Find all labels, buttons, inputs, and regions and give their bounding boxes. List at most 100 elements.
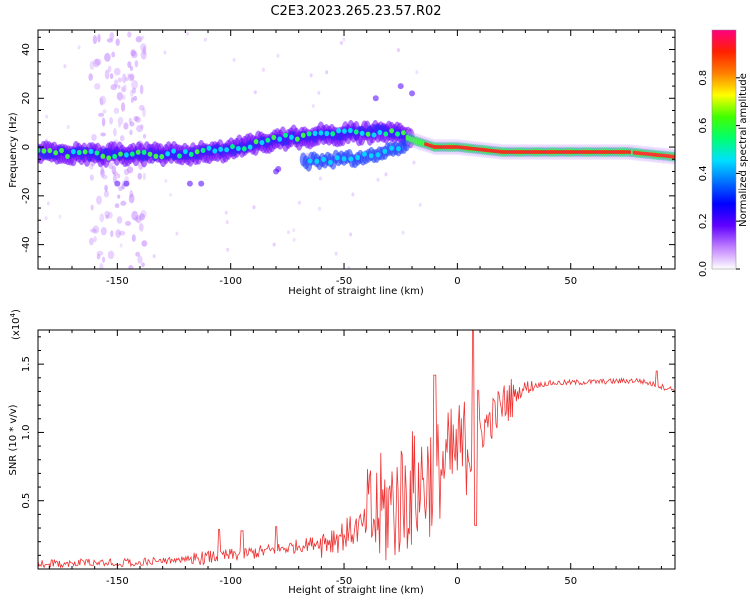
spectrogram-cell — [426, 142, 430, 147]
spectrogram-cell — [186, 31, 190, 36]
spectrogram-cell — [666, 154, 670, 159]
spectrogram-cell — [483, 147, 487, 152]
spectrogram-cell — [623, 149, 627, 154]
spectrogram-cell — [92, 225, 100, 234]
spectrogram-cell — [177, 153, 182, 159]
spectrogram-cell — [616, 149, 620, 154]
spectrogram-cell — [596, 149, 600, 154]
spectrogram-cell — [212, 148, 218, 154]
spectrogram-cell — [317, 90, 321, 95]
spectrogram-cell — [334, 251, 338, 256]
spectrogram-cell — [142, 46, 147, 55]
spectrogram-cell — [571, 149, 575, 154]
spectrogram-cell — [105, 214, 110, 220]
spectrogram-cell — [117, 194, 121, 199]
x-tick-label: -100 — [219, 576, 242, 587]
spectrogram-cell — [446, 145, 450, 150]
spectrogram-cell — [152, 254, 156, 259]
spectrogram-cell — [594, 149, 598, 154]
spectrogram-cell — [412, 160, 416, 165]
spectrogram-cell — [396, 48, 400, 53]
colorbar-tick-label: 0.8 — [698, 70, 709, 86]
spectrogram-cell — [453, 145, 457, 150]
spectrogram-cell — [471, 146, 475, 151]
x-tick-label: -150 — [106, 576, 129, 587]
spectrogram-cell — [99, 95, 107, 105]
spectrogram-cell — [401, 130, 406, 136]
spectrogram-cell — [169, 192, 173, 197]
spectrogram-cell — [591, 149, 595, 154]
spectrogram-cell — [383, 131, 389, 137]
spectrogram-cell — [389, 145, 395, 151]
spectrogram-cell — [100, 227, 107, 236]
spectrogram-cell — [372, 95, 379, 102]
spectrogram-cell — [108, 162, 114, 170]
spectrogram-cell — [89, 163, 94, 170]
spectrogram-cell — [117, 123, 121, 128]
spectrogram-cell — [537, 149, 541, 154]
spectrogram-cell — [476, 147, 480, 152]
spectrogram-cell — [171, 148, 176, 154]
spectrogram-cell — [395, 131, 400, 137]
spectrogram-x-ticks: -150 -100 -50 0 50 — [48, 30, 662, 287]
spectrogram-cell — [88, 148, 94, 155]
spectrogram-cell — [342, 128, 347, 134]
spectrogram-cell — [88, 73, 93, 81]
spectrogram-cell — [198, 180, 205, 187]
spectrogram-cell — [576, 149, 580, 154]
spectrogram-cell — [467, 146, 471, 151]
spectrogram-cell — [127, 73, 131, 78]
spectrogram-cell — [133, 115, 139, 122]
spectrogram-cell — [578, 149, 582, 154]
spectrogram-cell — [131, 234, 136, 242]
spectrogram-cell — [389, 128, 395, 134]
snr-frame — [37, 329, 676, 570]
spectrogram-cell — [566, 149, 570, 154]
spectrogram-cell — [119, 243, 123, 248]
snr-scale-factor: (x104) — [9, 309, 22, 340]
spectrogram-cell — [530, 149, 534, 154]
spectrogram-cell — [122, 73, 127, 84]
spectrogram-cell — [112, 153, 118, 160]
spectrogram-cell — [478, 147, 482, 152]
spectrogram-cell — [318, 176, 322, 181]
spectrogram-cell — [133, 95, 138, 102]
spectrogram-cell — [365, 131, 371, 137]
spectrogram-cell — [53, 150, 59, 156]
colorbar-tick-label: 0.4 — [698, 165, 709, 181]
spectrogram-cell — [111, 165, 117, 175]
spectrogram-cell — [89, 60, 95, 70]
spectrogram-cell — [351, 192, 355, 197]
spectrogram-cell — [110, 230, 114, 238]
spectrogram-cell — [349, 232, 353, 237]
spectrogram-cell — [58, 214, 62, 219]
spectrogram-cell — [106, 155, 112, 161]
spectrogram-cell — [230, 143, 235, 150]
spectrogram-cell — [328, 159, 333, 165]
spectrogram-cell — [348, 156, 354, 162]
spectrogram-cell — [496, 149, 500, 154]
spectrogram-cell — [259, 139, 265, 146]
spectrogram-cell — [300, 132, 306, 138]
spectrogram-cell — [347, 265, 351, 269]
spectrogram-cell — [634, 150, 638, 155]
spectrogram-cell — [115, 229, 121, 238]
spectrogram-cell — [487, 148, 491, 153]
spectrogram-cell — [117, 116, 124, 125]
spectrogram-cell — [375, 152, 381, 158]
spectrogram-cell — [224, 210, 228, 215]
spectrogram-cell — [460, 145, 464, 150]
spectrogram-cell — [107, 250, 115, 260]
spectrogram-cell — [109, 73, 114, 80]
spectrogram-cell — [648, 152, 652, 157]
spectrogram-cell — [107, 211, 113, 219]
spectrogram-cell — [318, 206, 322, 211]
spectrogram-cell — [503, 149, 507, 154]
spectrogram-cell — [109, 32, 115, 41]
spectrogram-cell — [90, 228, 97, 233]
spectrogram-cell — [135, 149, 141, 155]
spectrogram-cell — [66, 125, 70, 130]
spectrogram-cell — [232, 57, 236, 62]
spectrogram-cell — [306, 131, 312, 137]
